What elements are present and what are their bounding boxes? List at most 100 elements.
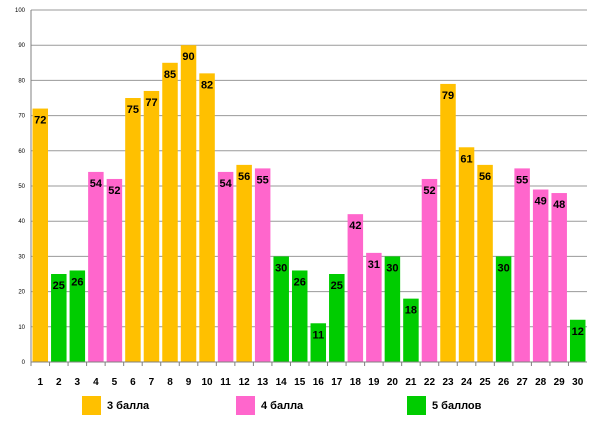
data-label: 25 (53, 280, 65, 292)
bar (514, 168, 530, 362)
bar (162, 62, 178, 363)
bar (329, 274, 345, 362)
x-tick-label: 3 (75, 377, 81, 388)
bar (217, 171, 234, 362)
x-tick-label: 21 (405, 377, 417, 388)
data-label: 56 (238, 171, 250, 183)
bar (180, 45, 197, 362)
data-label: 31 (368, 259, 380, 271)
data-label: 56 (479, 171, 491, 183)
x-tick-label: 23 (442, 377, 454, 388)
data-label: 42 (349, 220, 361, 232)
bar (366, 252, 382, 362)
y-axis: 0 10 20 30 40 50 60 70 80 90 100 (15, 8, 32, 366)
x-tick-label: 10 (202, 377, 214, 388)
data-label: 11 (312, 329, 324, 341)
bar (495, 256, 512, 362)
data-labels: 72 25 26 54 52 75 77 85 90 82 54 56 55 30 26 11 25 42 31 30… (34, 51, 584, 341)
bar (236, 164, 252, 362)
data-label: 52 (108, 185, 120, 197)
y-tick-label: 40 (18, 219, 25, 225)
y-tick-label: 10 (18, 325, 25, 331)
bar (347, 214, 364, 362)
legend-swatch-5 (407, 396, 426, 415)
data-label: 61 (460, 153, 472, 165)
bar (310, 323, 327, 362)
x-tick-label: 26 (498, 377, 510, 388)
bar (421, 178, 438, 362)
y-tick-label: 70 (18, 114, 25, 120)
legend-swatch-3 (82, 396, 101, 415)
legend-label-5: 5 баллов (432, 399, 482, 412)
x-tick-label: 29 (554, 377, 566, 388)
x-tick-label: 9 (186, 377, 192, 388)
x-tick-label: 14 (276, 377, 288, 388)
bar (143, 90, 160, 363)
legend-label-4: 4 балла (261, 399, 304, 412)
x-tick-label: 1 (37, 377, 43, 388)
x-tick-label: 7 (149, 377, 155, 388)
legend-item-3: 3 балла (82, 396, 149, 415)
data-label: 30 (386, 262, 398, 274)
y-tick-label: 90 (18, 43, 25, 49)
x-tick-label: 2 (56, 377, 62, 388)
data-label: 18 (405, 305, 417, 317)
data-label: 52 (423, 185, 435, 197)
bar (477, 164, 493, 362)
legend-item-4: 4 балла (236, 396, 303, 415)
x-tick-label: 6 (130, 377, 136, 388)
bar (51, 274, 67, 362)
data-label: 30 (275, 262, 287, 274)
data-label: 79 (442, 90, 454, 102)
bar (69, 270, 86, 362)
bar (32, 108, 49, 362)
x-axis: 1 2 3 4 5 6 7 8 9 10 11 12 13 14 15 16 17 18 19 20 21 22 23 24 2… (30, 361, 587, 388)
bar (532, 189, 549, 362)
x-tick-label: 11 (220, 377, 231, 388)
x-tick-label: 4 (93, 377, 99, 388)
y-tick-label: 20 (18, 290, 25, 296)
x-tick-label: 15 (294, 377, 306, 388)
data-label: 77 (145, 97, 157, 109)
x-tick-label: 27 (517, 377, 529, 388)
bar (440, 83, 456, 363)
x-tick-label: 24 (461, 377, 473, 388)
data-label: 72 (34, 115, 46, 127)
data-label: 54 (219, 178, 232, 190)
x-tick-label: 8 (167, 377, 173, 388)
x-tick-label: 25 (480, 377, 492, 388)
bar (551, 193, 567, 362)
x-tick-label: 28 (535, 377, 547, 388)
y-tick-label: 30 (18, 254, 25, 260)
data-label: 26 (294, 276, 306, 288)
data-label: 90 (182, 51, 194, 63)
legend-label-3: 3 балла (107, 399, 150, 412)
data-label: 48 (553, 199, 565, 211)
x-tick-label: 5 (112, 377, 118, 388)
bars (32, 45, 586, 363)
y-tick-label: 100 (15, 8, 26, 14)
bar (125, 98, 141, 362)
x-tick-label: 16 (313, 377, 325, 388)
y-tick-label: 50 (18, 184, 25, 190)
y-tick-label: 80 (18, 78, 25, 84)
data-label: 75 (127, 104, 139, 116)
data-label: 12 (572, 326, 584, 338)
legend-swatch-4 (236, 396, 255, 415)
y-tick-label: 0 (22, 360, 26, 366)
x-tick-label: 30 (572, 377, 584, 388)
x-tick-label: 17 (331, 377, 343, 388)
legend: 3 балла 4 балла 5 баллов (0, 396, 595, 418)
bar (291, 270, 308, 362)
bar (88, 171, 104, 362)
data-label: 26 (71, 276, 83, 288)
data-label: 25 (331, 280, 343, 292)
x-tick-label: 22 (424, 377, 436, 388)
data-label: 30 (497, 262, 509, 274)
bar (254, 168, 271, 362)
x-tick-label: 19 (368, 377, 380, 388)
x-tick-label: 18 (350, 377, 362, 388)
bar (273, 256, 289, 362)
x-tick-label: 12 (239, 377, 251, 388)
